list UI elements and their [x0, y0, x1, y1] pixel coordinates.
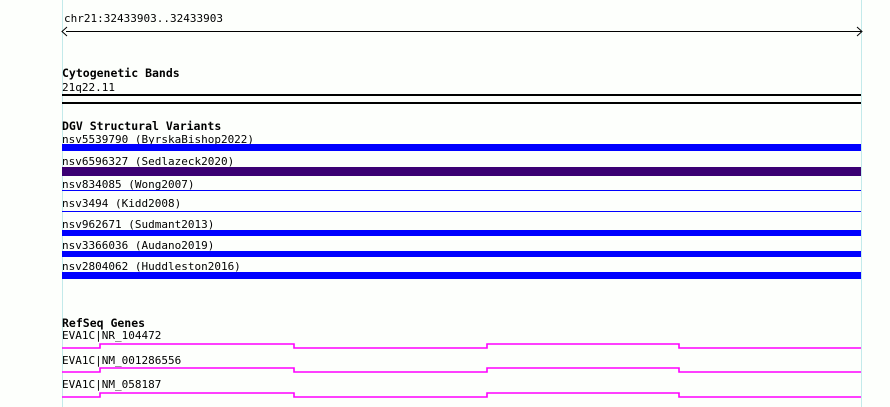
dgv-label-2: nsv834085 (Wong2007): [62, 178, 195, 191]
cytoband-bar-0: [62, 94, 861, 96]
dgv-bar-5[interactable]: [62, 251, 861, 257]
dgv-bar-1[interactable]: [62, 167, 861, 176]
refseq-gene-track-0[interactable]: [62, 339, 861, 351]
dgv-label-5: nsv3366036 (Audano2019): [62, 239, 215, 252]
dgv-bar-6[interactable]: [62, 272, 861, 279]
left-guide-rail: [62, 0, 63, 407]
dgv-bar-4[interactable]: [62, 230, 861, 236]
chevron-right-icon: [856, 26, 863, 37]
dgv-label-4: nsv962671 (Sudmant2013): [62, 218, 215, 231]
dgv-label-3: nsv3494 (Kidd2008): [62, 197, 182, 210]
chevron-left-icon: [61, 26, 68, 37]
refseq-gene-track-1[interactable]: [62, 363, 861, 375]
gene-model-glyph: [62, 392, 861, 398]
dgv-label-0: nsv5539790 (ByrskaBishop2022): [62, 133, 255, 146]
dgv-bar-2[interactable]: [62, 190, 861, 191]
gene-model-glyph: [62, 367, 861, 373]
refseq-gene-track-2[interactable]: [62, 388, 861, 400]
dgv-label-1: nsv6596327 (Sedlazeck2020): [62, 155, 235, 168]
gene-model-glyph: [62, 343, 861, 349]
right-guide-rail: [861, 0, 862, 407]
section-title-cytogenetic-bands: Cytogenetic Bands: [62, 66, 180, 80]
dgv-label-6: nsv2804062 (Huddleston2016): [62, 260, 241, 273]
locus-label: chr21:32433903..32433903: [64, 12, 223, 25]
refseq-label-0: EVA1C|NR_104472: [62, 329, 162, 342]
dgv-bar-0[interactable]: [62, 144, 861, 151]
dgv-bar-3[interactable]: [62, 211, 861, 212]
refseq-label-2: EVA1C|NM_058187: [62, 378, 162, 391]
refseq-label-1: EVA1C|NM_001286556: [62, 354, 182, 367]
section-title-refseq: RefSeq Genes: [62, 316, 146, 330]
cytoband-label-0: 21q22.11: [62, 81, 115, 94]
ruler-line: [66, 31, 861, 32]
cytoband-section-divider: [62, 102, 861, 104]
section-title-dgv: DGV Structural Variants: [62, 119, 222, 133]
